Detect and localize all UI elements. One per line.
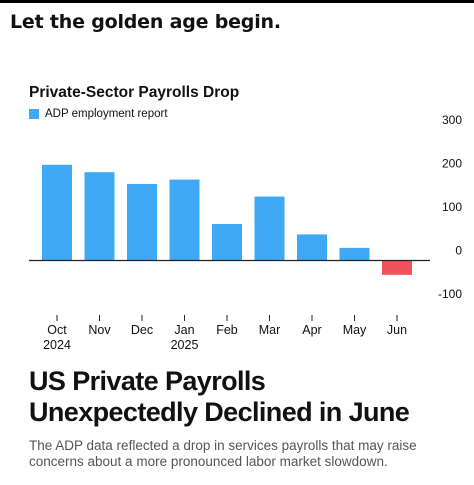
x-tick-year-label: 2024 — [43, 338, 71, 352]
bar-mar — [254, 196, 285, 261]
x-tick-label: Nov — [88, 323, 111, 337]
legend-swatch — [29, 109, 39, 119]
headline-line-1: US Private Payrolls — [29, 366, 266, 396]
deck-line-1: The ADP data reflected a drop in service… — [29, 438, 417, 453]
bar-nov — [84, 172, 115, 261]
x-tick-label: Jan — [174, 323, 194, 337]
article-headline[interactable]: US Private Payrolls Unexpectedly Decline… — [29, 366, 459, 428]
bar-oct — [42, 164, 72, 261]
bar-jun — [382, 260, 412, 275]
headline-line-2: Unexpectedly Declined in June — [29, 397, 410, 427]
y-tick-label: -100 — [438, 287, 462, 301]
y-tick-label: 0 — [455, 244, 462, 258]
x-tick-label: Apr — [302, 323, 321, 337]
x-tick-label: Dec — [131, 323, 153, 337]
x-tick-label: Oct — [47, 323, 67, 337]
y-tick-label: 100 — [442, 200, 462, 214]
legend-label: ADP employment report — [45, 108, 168, 120]
y-tick-label: 200 — [442, 157, 462, 171]
y-tick-label: 300 — [442, 113, 462, 127]
x-tick-label: May — [343, 323, 367, 337]
bar-may — [339, 247, 370, 261]
top-rule — [0, 0, 474, 3]
deck-line-2: concerns about a more pronounced labor m… — [29, 454, 388, 469]
bar-apr — [297, 234, 327, 261]
article-deck: The ADP data reflected a drop in service… — [29, 438, 449, 470]
bar-dec — [127, 183, 157, 261]
chart-legend: ADP employment report — [29, 108, 168, 120]
x-tick-label: Feb — [216, 323, 238, 337]
post-caption: Let the golden age begin. — [10, 11, 281, 33]
bar-feb — [212, 223, 242, 261]
bar-jan — [169, 179, 200, 261]
chart-title: Private-Sector Payrolls Drop — [29, 84, 240, 101]
x-tick-label: Mar — [259, 323, 281, 337]
article-card[interactable]: Private-Sector Payrolls Drop ADP employm… — [0, 60, 474, 485]
x-tick-year-label: 2025 — [171, 338, 199, 352]
x-tick-label: Jun — [387, 323, 407, 337]
